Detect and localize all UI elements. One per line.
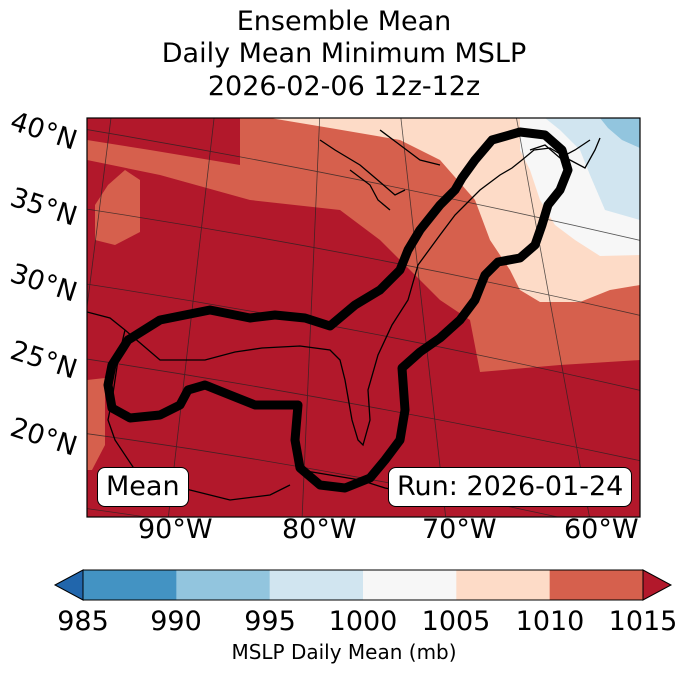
colorbar-segment xyxy=(176,570,271,600)
colorbar-segment xyxy=(549,570,644,600)
colorbar-extend-low xyxy=(53,569,84,601)
colorbar-tick-990: 990 xyxy=(150,606,202,637)
colorbar-segment xyxy=(456,570,551,600)
colorbar-tick-995: 995 xyxy=(244,606,296,637)
colorbar-segment xyxy=(363,570,457,600)
colorbar-tick-985: 985 xyxy=(57,606,109,637)
colorbar-segment xyxy=(83,570,177,600)
field-990-zone xyxy=(600,118,640,148)
title-line-2: Daily Mean Minimum MSLP xyxy=(161,38,527,69)
title-line-3: 2026-02-06 12z-12z xyxy=(207,71,481,102)
colorbar-tick-1005: 1005 xyxy=(421,606,491,637)
map-panel xyxy=(87,118,640,517)
colorbar-tick-1000: 1000 xyxy=(328,606,398,637)
title-line-1: Ensemble Mean xyxy=(236,6,452,37)
field-1010-blob xyxy=(95,170,140,245)
run-date-box: Run: 2026-01-24 xyxy=(388,467,633,507)
lon-label-70w: 70°W xyxy=(422,514,497,545)
lon-label-80w: 80°W xyxy=(282,514,357,545)
colorbar-label: MSLP Daily Mean (mb) xyxy=(231,640,457,664)
field-1010-west xyxy=(87,378,105,470)
colorbar xyxy=(53,569,673,601)
map-frame xyxy=(86,117,641,518)
field-995-zone xyxy=(545,118,640,220)
colorbar-segment xyxy=(269,570,364,600)
lon-label-90w: 90°W xyxy=(138,514,213,545)
colorbar-tick-1010: 1010 xyxy=(515,606,585,637)
contour-1010 xyxy=(103,127,573,493)
colorbar-segments xyxy=(83,570,644,600)
lon-label-60w: 60°W xyxy=(564,514,639,545)
mean-label-box: Mean xyxy=(97,467,189,507)
colorbar-tick-1015: 1015 xyxy=(608,606,678,637)
colorbar-extend-high xyxy=(642,569,673,601)
